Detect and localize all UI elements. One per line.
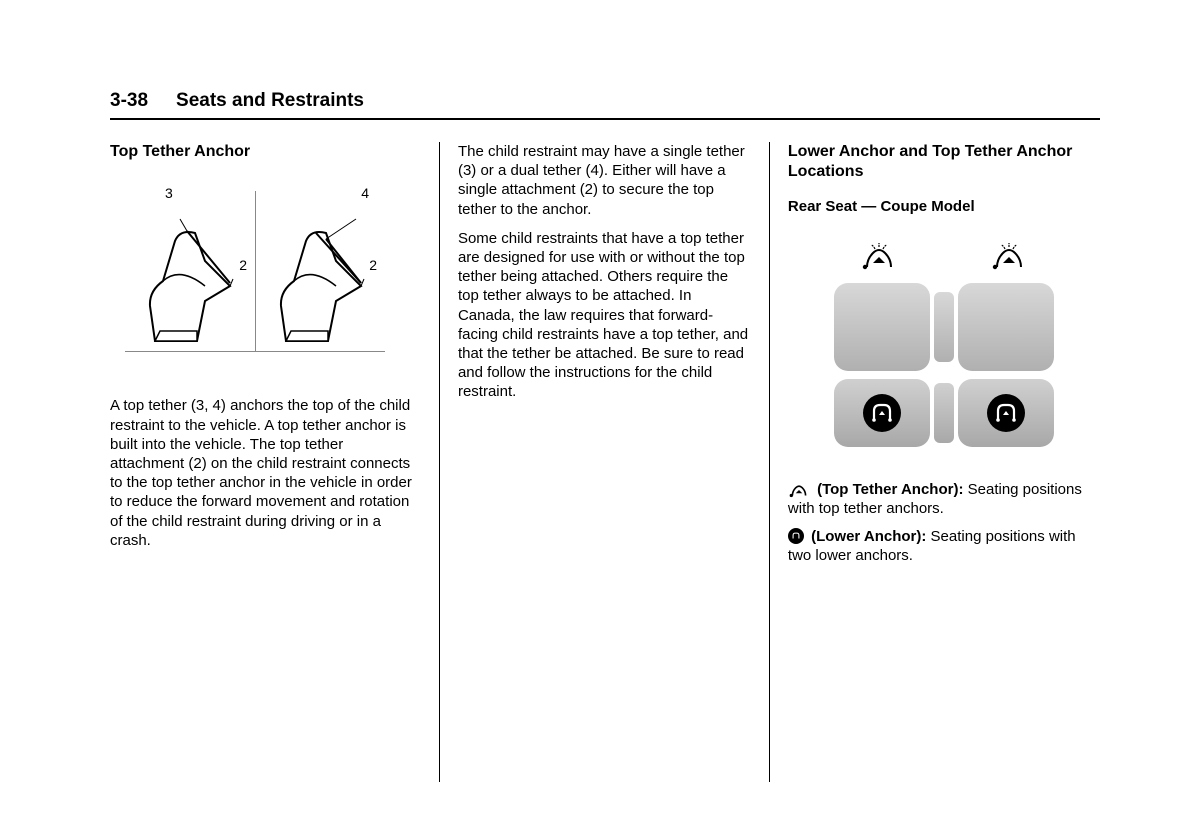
tether-seat-figure: 3 2 4 2 bbox=[110, 176, 400, 366]
seat-back-right bbox=[958, 283, 1054, 371]
col3-heading: Lower Anchor and Top Tether Anchor Locat… bbox=[788, 142, 1100, 183]
seat-back-center bbox=[934, 292, 954, 362]
callout-2-right: 2 bbox=[369, 257, 377, 275]
callout-3: 3 bbox=[165, 185, 173, 203]
section-title: Seats and Restraints bbox=[176, 90, 364, 112]
child-seat-single-icon bbox=[135, 211, 245, 351]
column-2: The child restraint may have a single te… bbox=[440, 142, 770, 782]
top-tether-icon bbox=[859, 243, 899, 271]
seat-cushion-right bbox=[958, 379, 1054, 447]
top-tether-inline-icon bbox=[788, 482, 810, 498]
seat-cushion-center bbox=[934, 383, 954, 443]
col1-para1: A top tether (3, 4) anchors the top of t… bbox=[110, 396, 421, 550]
rear-seat-figure bbox=[814, 230, 1074, 460]
page-header: 3-38 Seats and Restraints bbox=[110, 90, 1100, 120]
seat-dual-tether: 4 2 bbox=[255, 191, 385, 351]
column-1: Top Tether Anchor 3 2 4 bbox=[110, 142, 440, 782]
lower-anchor-badge bbox=[987, 394, 1025, 432]
col2-para2: Some child restraints that have a top te… bbox=[458, 229, 751, 402]
page-number: 3-38 bbox=[110, 90, 148, 112]
top-tether-icon bbox=[989, 243, 1029, 271]
lower-anchor-icon bbox=[870, 401, 894, 425]
lower-anchor-badge bbox=[863, 394, 901, 432]
legend-top-tether: (Top Tether Anchor): Seating positions w… bbox=[788, 480, 1100, 518]
content-columns: Top Tether Anchor 3 2 4 bbox=[110, 142, 1100, 782]
col2-para1: The child restraint may have a single te… bbox=[458, 142, 751, 219]
legend-lower-anchor: (Lower Anchor): Seating positions with t… bbox=[788, 527, 1100, 565]
legend2-label: (Lower Anchor): bbox=[811, 528, 926, 545]
col3-subheading: Rear Seat — Coupe Model bbox=[788, 197, 1100, 216]
callout-2-left: 2 bbox=[239, 257, 247, 275]
lower-anchor-inline-icon bbox=[788, 528, 804, 544]
col1-heading: Top Tether Anchor bbox=[110, 142, 421, 162]
seat-cushion-left bbox=[834, 379, 930, 447]
callout-4: 4 bbox=[361, 185, 369, 203]
seat-single-tether: 3 2 bbox=[125, 191, 255, 351]
child-seat-dual-icon bbox=[266, 211, 376, 351]
seat-back-left bbox=[834, 283, 930, 371]
column-3: Lower Anchor and Top Tether Anchor Locat… bbox=[770, 142, 1100, 782]
legend1-label: (Top Tether Anchor): bbox=[817, 481, 963, 498]
lower-anchor-icon bbox=[994, 401, 1018, 425]
